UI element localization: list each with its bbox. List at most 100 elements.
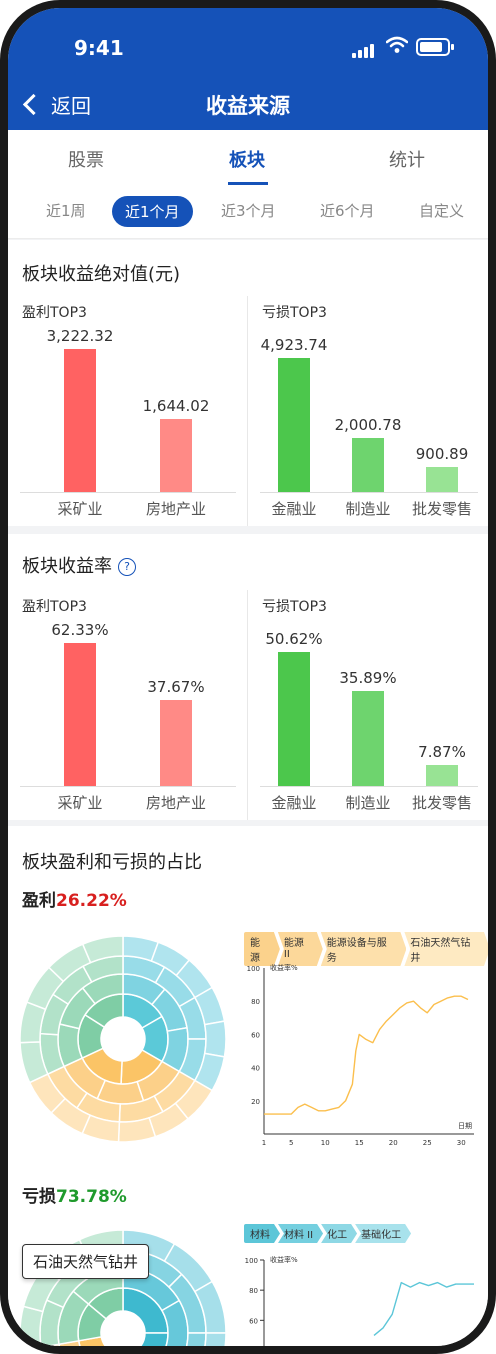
profit-sunburst-segment[interactable] [117, 1116, 157, 1142]
bar-3-0[interactable] [278, 652, 310, 786]
bar-value-label: 2,000.78 [334, 415, 402, 434]
x-tick-label: 20 [389, 1139, 398, 1147]
bar-value-label: 4,923.74 [260, 336, 328, 354]
period-6m[interactable]: 近6个月 [320, 202, 375, 220]
y-tick-label: 60 [249, 1317, 258, 1325]
bar-baseline [20, 492, 236, 493]
wifi-icon [386, 36, 408, 53]
rate-profit-label: 盈利TOP3 [22, 599, 87, 615]
period-1m[interactable]: 近1个月 [112, 196, 193, 227]
x-tick-label: 5 [289, 1139, 293, 1147]
profit-return-line [264, 995, 469, 1115]
bar-value-label: 3,222.32 [46, 327, 114, 345]
bar-category-label: 房地产业 [145, 794, 206, 812]
y-tick-label: 100 [247, 965, 260, 973]
loss-line-chart: 100 80 60 收益率% [245, 1255, 474, 1346]
bar-value-label: 37.67% [147, 677, 205, 696]
back-button[interactable]: 返回 [22, 90, 91, 119]
abs-profit-label: 盈利TOP3 [22, 305, 87, 321]
bar-value-label: 1,644.02 [142, 397, 210, 416]
y-unit-label: 收益率% [270, 963, 298, 972]
tab-statistics[interactable]: 统计 [389, 150, 425, 171]
y-tick-label: 40 [251, 1065, 260, 1073]
x-tick-label: 25 [423, 1139, 432, 1147]
profit-crumb-2[interactable]: 能源 II [278, 932, 323, 966]
abs-value-card: 板块收益绝对值(元) 盈利TOP3 亏损TOP3 3,222.32 采矿业 1,64… [8, 240, 488, 526]
rate-title-text: 板块收益率 [22, 556, 112, 577]
loss-sunburst-segment[interactable] [169, 1332, 207, 1346]
profit-share-prefix: 盈利 [22, 891, 56, 911]
x-tick-label: 10 [321, 1139, 330, 1147]
bar-2-0[interactable] [64, 643, 96, 786]
bar-value-label: 50.62% [265, 630, 323, 648]
loss-share: 亏损73.78% [22, 1182, 127, 1207]
sunburst-center [101, 1017, 145, 1061]
loss-share-prefix: 亏损 [22, 1187, 56, 1207]
y-tick-label: 80 [251, 998, 260, 1006]
profit-sunburst[interactable] [20, 936, 226, 1142]
loss-crumb-2[interactable]: 材料 II [278, 1224, 323, 1243]
abs-value-title: 板块收益绝对值(元) [22, 264, 181, 285]
loss-sunburst-segment[interactable] [20, 1305, 44, 1346]
profit-crumb-4[interactable]: 石油天然气钻井 [404, 932, 488, 966]
bar-2-1[interactable] [160, 699, 192, 786]
rate-divider [247, 590, 248, 820]
tab-bar: 股票 板块 统计 [8, 130, 488, 187]
y-tick-label: 60 [251, 1031, 260, 1039]
period-selector: 近1周 近1个月 近3个月 近6个月 自定义 [8, 186, 488, 239]
bar-category-label: 金融业 [271, 794, 317, 812]
loss-crumb-4[interactable]: 基础化工 [355, 1224, 411, 1243]
period-custom[interactable]: 自定义 [419, 202, 465, 220]
tab-stocks[interactable]: 股票 [68, 150, 104, 171]
bar-3-2[interactable] [426, 765, 458, 786]
back-label: 返回 [51, 94, 91, 118]
bar-category-label: 批发零售 [411, 794, 472, 812]
bar-category-label: 房地产业 [145, 500, 206, 518]
question-icon[interactable]: ? [118, 558, 136, 576]
bar-1-2[interactable] [426, 467, 458, 492]
bar-1-1[interactable] [352, 437, 384, 492]
bar-category-label: 制造业 [345, 794, 391, 812]
loss-crumb-1[interactable]: 材料 [244, 1224, 280, 1243]
bar-0-0[interactable] [64, 349, 96, 492]
rate-card: 板块收益率? 盈利TOP3 亏损TOP3 62.33% 采矿业 37.67% 房地产业… [8, 534, 488, 820]
y-tick-label: 80 [249, 1287, 258, 1295]
rate-title: 板块收益率? [22, 552, 136, 578]
bar-value-label: 62.33% [51, 621, 109, 639]
bar-category-label: 制造业 [345, 500, 391, 518]
bar-category-label: 采矿业 [57, 500, 103, 518]
bar-baseline [20, 786, 236, 787]
profit-breadcrumb: 能源 能源 II 能源设备与服务 石油天然气钻井 [244, 932, 488, 966]
profit-crumb-3[interactable]: 能源设备与服务 [321, 932, 407, 966]
loss-crumb-3[interactable]: 化工 [321, 1224, 357, 1243]
profit-sunburst-segment[interactable] [203, 1020, 226, 1058]
bar-3-1[interactable] [352, 690, 384, 786]
bar-baseline [260, 786, 478, 787]
abs-loss-label: 亏损TOP3 [262, 305, 327, 321]
x-tick-label: 15 [355, 1139, 364, 1147]
tab-sectors[interactable]: 板块 [229, 150, 265, 171]
page-title: 收益来源 [206, 94, 290, 118]
profit-share-value: 26.22% [56, 891, 127, 911]
nav-bar: 返回 收益来源 [8, 78, 488, 130]
period-3m[interactable]: 近3个月 [221, 202, 276, 220]
profit-sunburst-segment[interactable] [81, 936, 124, 964]
profit-crumb-1[interactable]: 能源 [244, 932, 280, 966]
loss-return-line [373, 1281, 474, 1336]
bar-1-0[interactable] [278, 358, 310, 492]
bar-0-1[interactable] [160, 419, 192, 492]
x-tick-label: 30 [457, 1139, 466, 1147]
bar-category-label: 批发零售 [411, 500, 472, 518]
sector-tooltip: 石油天然气钻井 [22, 1244, 150, 1279]
x-unit-label: 日期 [458, 1122, 472, 1130]
profit-share: 盈利26.22% [22, 886, 127, 911]
battery-icon [416, 38, 454, 56]
period-1w[interactable]: 近1周 [46, 202, 86, 220]
y-unit-label: 收益率% [270, 1255, 298, 1264]
loss-sunburst-segment[interactable] [195, 1332, 226, 1346]
loss-share-value: 73.78% [56, 1187, 127, 1207]
abs-divider [247, 296, 248, 526]
bar-category-label: 采矿业 [57, 794, 103, 812]
rate-loss-label: 亏损TOP3 [262, 599, 327, 615]
